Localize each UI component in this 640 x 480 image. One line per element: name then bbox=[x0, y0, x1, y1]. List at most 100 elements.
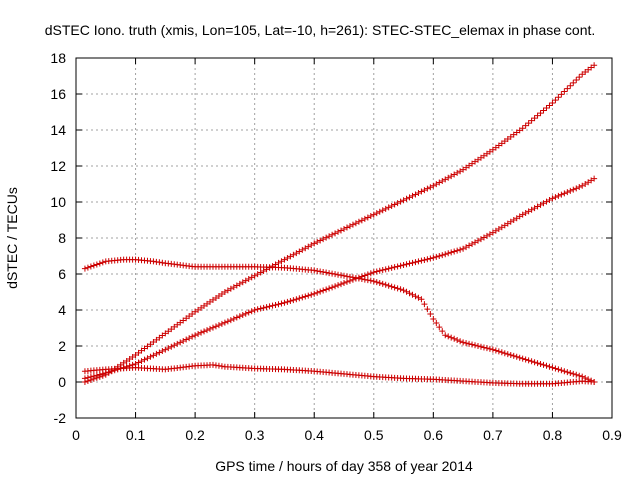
x-tick-label: 0.3 bbox=[245, 427, 265, 443]
data-point bbox=[352, 274, 359, 281]
data-point bbox=[480, 344, 487, 351]
data-point bbox=[564, 85, 571, 92]
data-point bbox=[329, 270, 336, 277]
y-axis-label: dSTEC / TECUs bbox=[4, 187, 20, 289]
data-point bbox=[475, 343, 481, 349]
data-point bbox=[364, 214, 371, 221]
data-point bbox=[302, 293, 309, 300]
data-point bbox=[570, 186, 577, 193]
data-point bbox=[498, 349, 505, 356]
data-point bbox=[394, 285, 401, 292]
data-point bbox=[230, 315, 237, 322]
data-point bbox=[376, 280, 383, 286]
data-point bbox=[341, 272, 347, 279]
data-point bbox=[251, 307, 258, 313]
data-point bbox=[454, 247, 461, 254]
data-point bbox=[349, 274, 356, 281]
data-point bbox=[403, 261, 410, 268]
data-point bbox=[591, 379, 598, 385]
data-point bbox=[552, 97, 559, 104]
data-point bbox=[341, 226, 347, 232]
data-point bbox=[424, 306, 431, 313]
data-point bbox=[338, 227, 345, 234]
data-point bbox=[412, 191, 419, 198]
data-point bbox=[555, 94, 562, 101]
data-point bbox=[543, 362, 550, 369]
data-point bbox=[561, 368, 568, 375]
data-point bbox=[489, 346, 496, 353]
data-point bbox=[224, 318, 231, 325]
data-point bbox=[391, 264, 398, 271]
data-point bbox=[212, 323, 219, 330]
data-point bbox=[436, 324, 443, 331]
data-point bbox=[156, 349, 163, 356]
data-point bbox=[317, 237, 324, 244]
data-point bbox=[335, 228, 342, 235]
data-point bbox=[373, 268, 380, 275]
data-point bbox=[320, 287, 327, 294]
data-point bbox=[269, 302, 276, 309]
data-point bbox=[445, 333, 452, 340]
data-point bbox=[165, 345, 172, 352]
data-point bbox=[409, 291, 416, 298]
data-point bbox=[549, 195, 556, 202]
data-point bbox=[457, 338, 464, 345]
y-tick-label: 14 bbox=[50, 122, 66, 138]
data-point bbox=[397, 286, 404, 293]
data-point bbox=[293, 296, 300, 303]
data-point bbox=[472, 342, 479, 349]
data-point bbox=[492, 347, 499, 354]
data-point bbox=[367, 213, 374, 220]
data-point bbox=[314, 238, 321, 245]
data-point bbox=[311, 240, 318, 247]
data-point bbox=[513, 353, 520, 360]
data-point bbox=[403, 195, 410, 202]
data-point bbox=[510, 352, 517, 359]
data-point bbox=[400, 287, 407, 294]
series-2 bbox=[81, 175, 598, 382]
data-point bbox=[427, 184, 434, 191]
data-point bbox=[534, 112, 541, 119]
data-point bbox=[376, 267, 383, 274]
x-tick-label: 0.1 bbox=[126, 427, 146, 443]
data-point bbox=[576, 184, 583, 191]
data-point bbox=[430, 254, 437, 261]
data-point bbox=[323, 269, 330, 276]
data-point bbox=[424, 185, 431, 192]
data-point bbox=[192, 332, 199, 339]
data-point bbox=[186, 335, 193, 342]
data-point bbox=[379, 207, 386, 214]
y-tick-label: 12 bbox=[50, 158, 66, 174]
data-point bbox=[311, 267, 318, 274]
data-point bbox=[418, 257, 425, 264]
data-point bbox=[528, 358, 535, 365]
x-tick-label: 0.6 bbox=[424, 427, 444, 443]
data-point bbox=[552, 365, 559, 372]
data-point bbox=[317, 288, 324, 295]
data-point bbox=[159, 348, 166, 355]
data-point bbox=[483, 345, 490, 352]
data-point bbox=[370, 278, 377, 285]
data-point bbox=[364, 271, 371, 278]
data-point bbox=[144, 355, 151, 362]
data-point bbox=[522, 122, 529, 129]
data-point bbox=[326, 270, 333, 277]
data-point bbox=[576, 74, 583, 81]
data-point bbox=[245, 309, 252, 316]
data-point bbox=[385, 265, 392, 272]
data-point bbox=[346, 223, 353, 230]
data-point bbox=[299, 294, 306, 301]
data-point bbox=[329, 231, 336, 238]
data-point bbox=[138, 358, 145, 365]
data-point bbox=[135, 359, 142, 366]
data-point bbox=[373, 279, 380, 286]
data-point bbox=[415, 258, 422, 265]
data-point bbox=[507, 352, 514, 358]
data-point bbox=[323, 286, 330, 293]
data-point bbox=[215, 322, 222, 329]
data-point bbox=[367, 270, 374, 277]
x-tick-label: 0.4 bbox=[304, 427, 324, 443]
data-point bbox=[239, 312, 246, 319]
data-point bbox=[355, 218, 362, 225]
